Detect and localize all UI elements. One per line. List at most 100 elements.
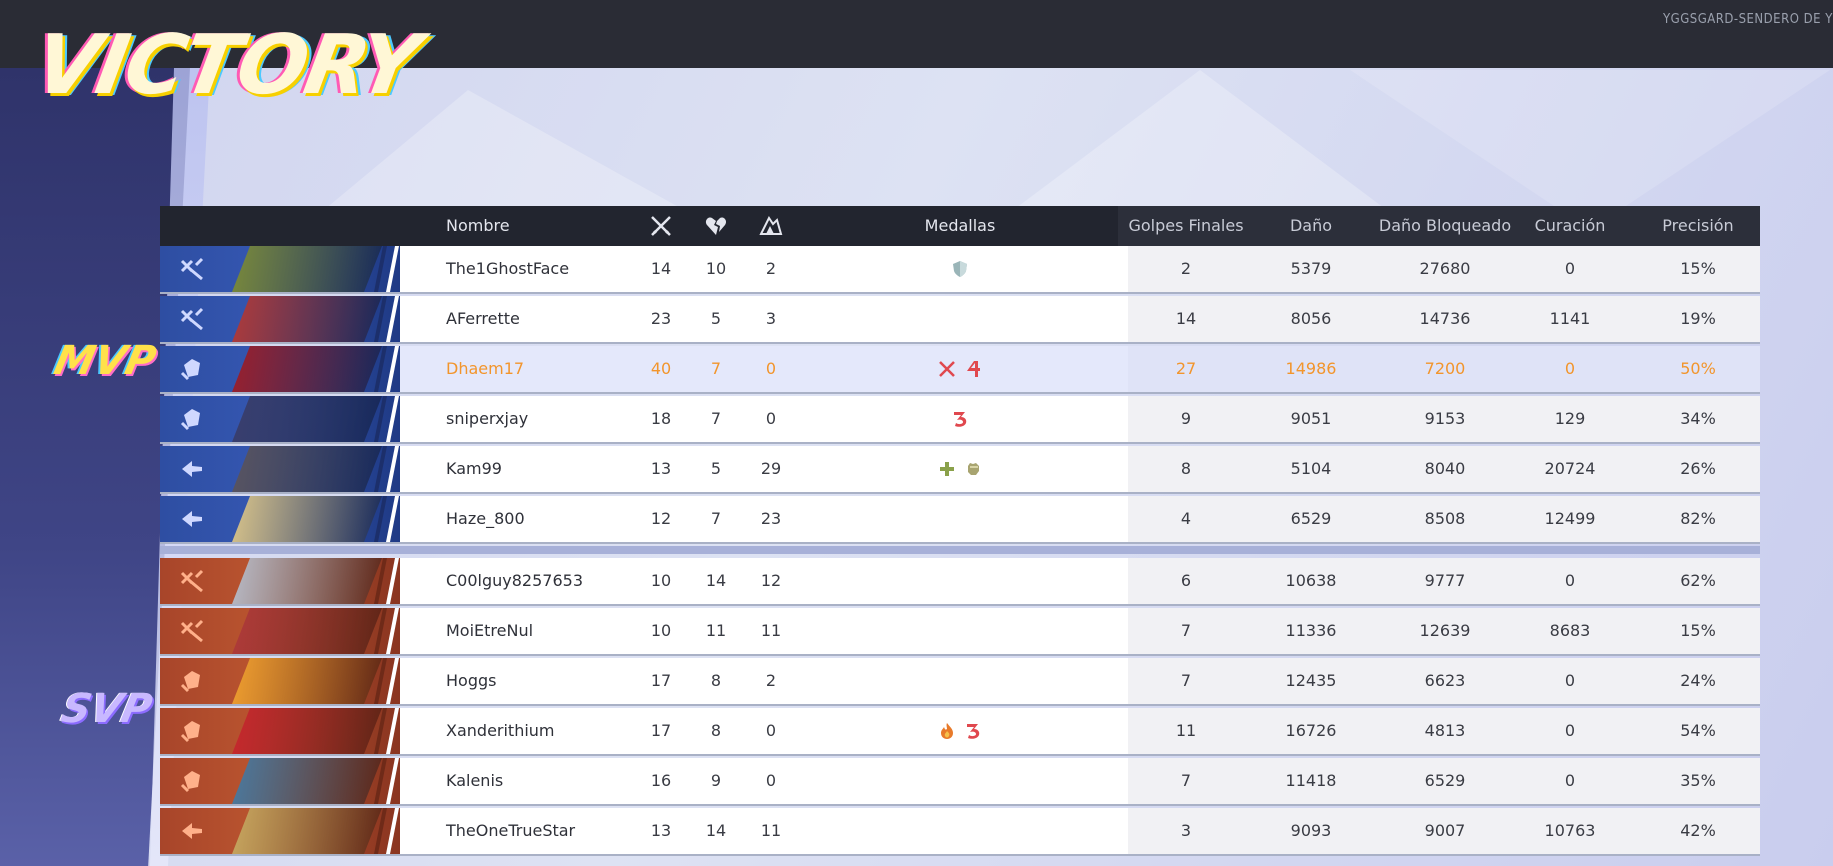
player-name[interactable]: Hoggs [446, 671, 497, 690]
healing-value: 0 [1564, 571, 1576, 590]
background-shard [1000, 70, 1400, 220]
top-bar: YGGSGARD-SENDERO DE YGG [0, 0, 1833, 68]
deaths-value: 9 [710, 771, 722, 790]
damage-value: 9093 [1290, 821, 1332, 840]
kills-value: 10 [650, 621, 672, 640]
medals-list [938, 446, 982, 492]
final-hits-value: 27 [1175, 359, 1197, 378]
damage-blocked-value: 4813 [1424, 721, 1466, 740]
player-name[interactable]: sniperxjay [446, 409, 529, 428]
player-name[interactable]: TheOneTrueStar [446, 821, 576, 840]
accuracy-value: 82% [1680, 509, 1716, 528]
player-row[interactable]: Xanderithium 17 8 0 11 16726 4813 0 54% [160, 708, 1760, 756]
fist-medal-icon [968, 463, 979, 475]
kills-value: 17 [650, 671, 672, 690]
hero-image [232, 346, 382, 392]
assist-hands-icon [759, 216, 783, 235]
healing-value: 0 [1564, 259, 1576, 278]
final-hits-value: 9 [1180, 409, 1192, 428]
player-row[interactable]: TheOneTrueStar 13 14 11 3 9093 9007 10763 42% [160, 808, 1760, 856]
player-name[interactable]: AFerrette [446, 309, 520, 328]
player-name[interactable]: MoiEtreNul [446, 621, 534, 640]
three-medal-icon [967, 724, 980, 739]
player-name[interactable]: Xanderithium [446, 721, 555, 740]
player-name[interactable]: C00lguy8257653 [446, 571, 583, 590]
player-row[interactable]: Dhaem17 40 7 0 27 14986 7200 0 50% [160, 346, 1760, 394]
damage-blocked-value: 8508 [1424, 509, 1466, 528]
player-name[interactable]: Haze_800 [446, 509, 525, 528]
accuracy-value: 42% [1680, 821, 1716, 840]
player-row[interactable]: The1GhostFace 14 10 2 2 5379 27680 0 15% [160, 246, 1760, 294]
hero-image [232, 758, 382, 804]
hero-image [232, 396, 382, 442]
player-row[interactable]: Hoggs 17 8 2 7 12435 6623 0 24% [160, 658, 1760, 706]
player-name[interactable]: Dhaem17 [446, 359, 525, 378]
assists-value: 2 [765, 259, 777, 278]
player-row[interactable]: MoiEtreNul 10 11 11 7 11336 12639 8683 15% [160, 608, 1760, 656]
hero-image [232, 558, 382, 604]
player-row[interactable]: AFerrette 23 5 3 14 8056 14736 1141 19% [160, 296, 1760, 344]
medals-list [938, 708, 982, 754]
assists-value: 3 [765, 309, 777, 328]
assists-value: 2 [765, 671, 777, 690]
accuracy-value: 26% [1680, 459, 1716, 478]
vanguard-role-icon [180, 569, 204, 593]
heal-plus-medal-icon [940, 462, 954, 476]
hero-image [232, 446, 382, 492]
final-hits-value: 7 [1180, 621, 1192, 640]
map-name: YGGSGARD-SENDERO DE YGG [1663, 12, 1833, 27]
kills-value: 17 [650, 721, 672, 740]
player-name[interactable]: Kam99 [446, 459, 502, 478]
damage-blocked-value: 7200 [1424, 359, 1466, 378]
final-hits-value: 11 [1175, 721, 1197, 740]
fire-medal-icon [941, 723, 953, 739]
healing-value: 0 [1564, 771, 1576, 790]
four-medal-icon [967, 361, 980, 377]
assists-value: 0 [765, 721, 777, 740]
accuracy-value: 50% [1680, 359, 1716, 378]
deaths-value: 8 [710, 721, 722, 740]
duelist-role-icon [180, 721, 200, 743]
duelist-role-icon [180, 771, 200, 793]
player-row[interactable]: Kam99 13 5 29 8 5104 8040 20724 26% [160, 446, 1760, 494]
accuracy-value: 54% [1680, 721, 1716, 740]
damage-value: 16726 [1285, 721, 1337, 740]
assists-value: 0 [765, 771, 777, 790]
scoreboard-header: Nombre Medallas Golpes Finales Daño Daño… [160, 206, 1760, 246]
medals-list [951, 246, 969, 292]
final-hits-value: 6 [1180, 571, 1192, 590]
crossed-swords-icon [651, 216, 671, 236]
damage-value: 9051 [1290, 409, 1332, 428]
hero-portrait [160, 708, 400, 754]
damage-blocked-value: 9153 [1424, 409, 1466, 428]
damage-value: 11418 [1285, 771, 1337, 790]
strategist-role-icon [182, 461, 202, 477]
three-medal-icon [954, 412, 967, 427]
accuracy-value: 34% [1680, 409, 1716, 428]
player-name[interactable]: Kalenis [446, 771, 504, 790]
player-row[interactable]: Kalenis 16 9 0 7 11418 6529 0 35% [160, 758, 1760, 806]
kills-value: 18 [650, 409, 672, 428]
medals-list [951, 396, 969, 442]
assists-value: 23 [760, 509, 782, 528]
hero-portrait [160, 558, 400, 604]
hero-image [232, 808, 382, 854]
accuracy-value: 24% [1680, 671, 1716, 690]
damage-blocked-value: 8040 [1424, 459, 1466, 478]
damage-value: 12435 [1285, 671, 1337, 690]
healing-value: 20724 [1544, 459, 1596, 478]
healing-value: 0 [1564, 721, 1576, 740]
damage-blocked-value: 9777 [1424, 571, 1466, 590]
col-damage-blocked: Daño Bloqueado [1378, 216, 1512, 235]
player-row[interactable]: sniperxjay 18 7 0 9 9051 9153 129 34% [160, 396, 1760, 444]
medals-list [938, 346, 982, 392]
player-row[interactable]: C00lguy8257653 10 14 12 6 10638 9777 0 62% [160, 558, 1760, 606]
hero-portrait [160, 396, 400, 442]
duelist-role-icon [180, 409, 200, 431]
assists-value: 0 [765, 409, 777, 428]
col-final-hits: Golpes Finales [1128, 216, 1244, 235]
kills-value: 13 [650, 821, 672, 840]
player-name[interactable]: The1GhostFace [446, 259, 570, 278]
assists-value: 12 [760, 571, 782, 590]
player-row[interactable]: Haze_800 12 7 23 4 6529 8508 12499 82% [160, 496, 1760, 544]
